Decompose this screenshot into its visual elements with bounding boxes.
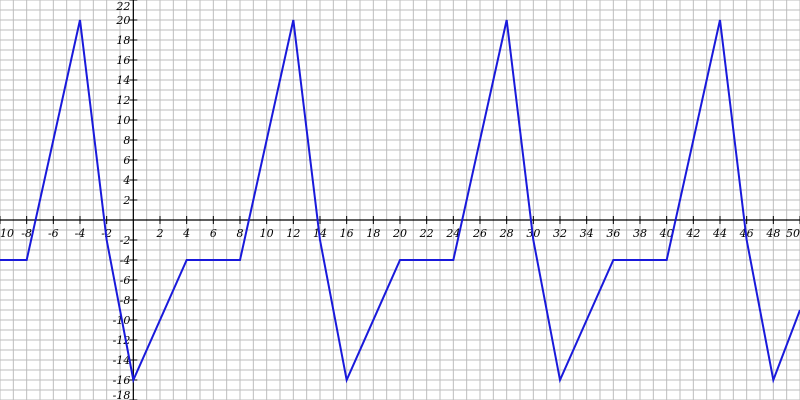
y-tick-label: 20 xyxy=(115,14,130,27)
x-tick-label: 32 xyxy=(553,227,567,240)
y-tick-label: 2 xyxy=(122,194,130,207)
x-tick-label: 10 xyxy=(260,227,274,240)
y-tick-label: -18 xyxy=(113,389,131,400)
x-tick-label: 8 xyxy=(237,227,244,240)
x-tick-label: 42 xyxy=(685,227,700,240)
x-tick-label: 6 xyxy=(210,227,217,240)
x-tick-label: 40 xyxy=(659,227,674,240)
x-tick-label: -4 xyxy=(75,227,86,240)
x-tick-label: 24 xyxy=(445,227,460,240)
y-tick-label: 14 xyxy=(116,74,130,87)
x-tick-label: -6 xyxy=(48,227,59,240)
y-tick-label: -6 xyxy=(120,274,131,287)
x-tick-label: 4 xyxy=(182,227,190,240)
y-tick-label: 8 xyxy=(123,134,130,147)
y-tick-label: -16 xyxy=(113,374,131,387)
x-tick-label: 2 xyxy=(156,227,164,240)
x-tick-label: 20 xyxy=(392,227,407,240)
x-tick-label: 34 xyxy=(580,227,594,240)
x-tick-label: 22 xyxy=(419,227,434,240)
x-tick-label: 38 xyxy=(633,227,647,240)
x-tick-label: 16 xyxy=(340,227,354,240)
x-tick-label: -8 xyxy=(21,227,32,240)
y-tick-label: 10 xyxy=(116,114,130,127)
y-tick-label: 4 xyxy=(122,174,130,187)
x-tick-label: 18 xyxy=(366,227,380,240)
y-tick-label: 22 xyxy=(115,0,130,13)
x-tick-label: 50 xyxy=(786,227,800,240)
y-tick-label: 18 xyxy=(116,34,130,47)
y-tick-label: -4 xyxy=(120,254,131,267)
x-tick-label: 12 xyxy=(286,227,300,240)
x-tick-label: 10 xyxy=(0,227,14,240)
y-tick-label: 16 xyxy=(116,54,130,67)
x-tick-label: 26 xyxy=(472,227,487,240)
y-tick-label: -14 xyxy=(113,354,131,367)
x-tick-label: 48 xyxy=(765,227,780,240)
y-tick-label: 6 xyxy=(123,154,130,167)
y-tick-label: -2 xyxy=(120,234,131,247)
y-tick-label: -8 xyxy=(120,294,131,307)
x-tick-label: 44 xyxy=(712,227,727,240)
x-tick-label: 36 xyxy=(606,227,620,240)
y-tick-label: 12 xyxy=(116,94,130,107)
series-line xyxy=(0,19,800,384)
x-tick-label: 28 xyxy=(499,227,514,240)
series-group xyxy=(0,19,800,384)
